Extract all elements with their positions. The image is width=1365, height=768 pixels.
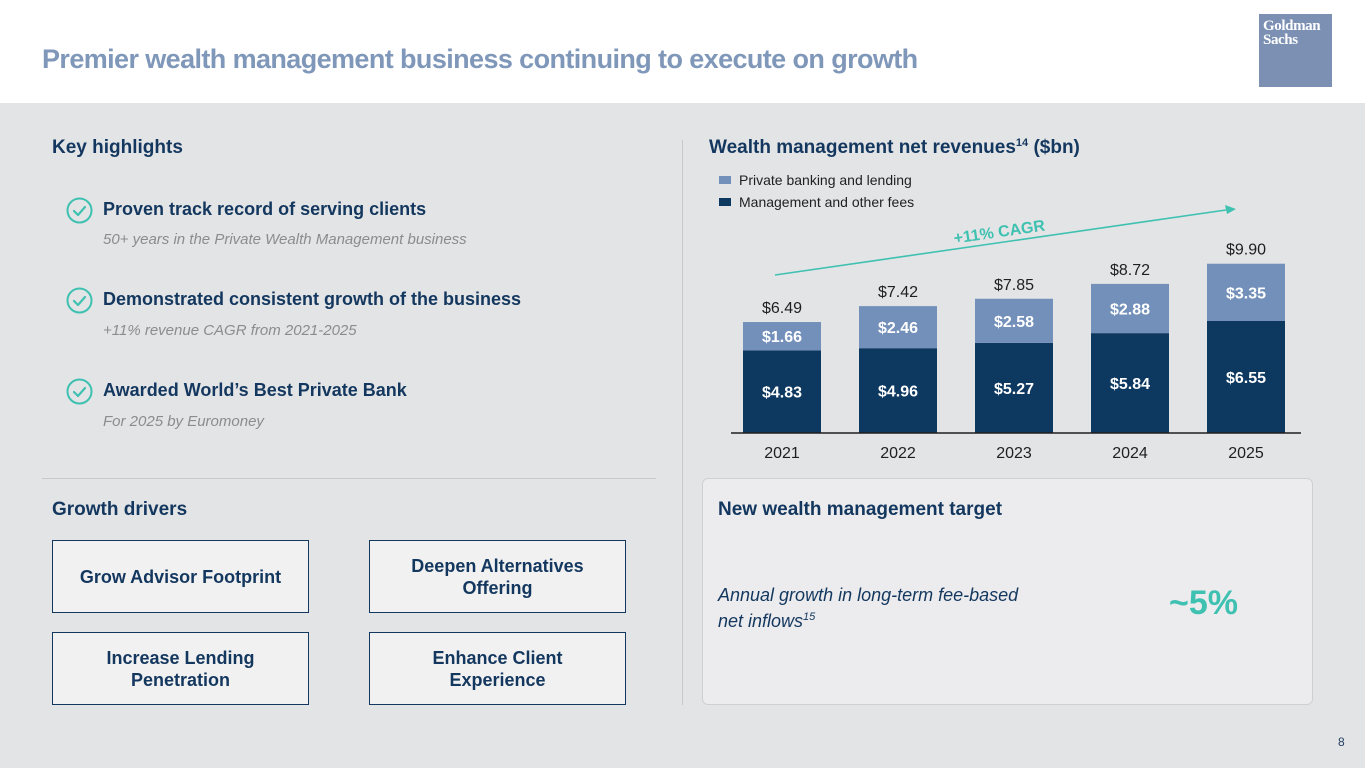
highlight-title: Proven track record of serving clients (103, 199, 427, 219)
bar-management-fees (743, 350, 821, 433)
driver-grow-advisor-footprint: Grow Advisor Footprint (52, 540, 309, 613)
goldman-sachs-logo: Goldman Sachs (1259, 14, 1332, 87)
total-label: $6.49 (762, 300, 802, 317)
bar-private-banking (1207, 263, 1285, 321)
checkmark-circle-icon (66, 378, 93, 405)
bar-management-fees (859, 348, 937, 433)
x-tick-label: 2021 (764, 445, 800, 462)
legend-label: Management and other fees (739, 194, 915, 210)
highlight-subtitle: +11% revenue CAGR from 2021-2025 (103, 322, 357, 339)
bar-private-banking (743, 322, 821, 351)
cagr-arrowhead (1225, 205, 1236, 214)
column-divider (682, 140, 683, 705)
data-label-management-fees: $4.96 (878, 384, 918, 401)
highlight-title: Demonstrated consistent growth of the bu… (103, 289, 522, 309)
total-label: $9.90 (1226, 242, 1266, 259)
legend-item-private-banking: Private banking and lending (719, 172, 912, 188)
highlight-subtitle: 50+ years in the Private Wealth Manageme… (103, 231, 467, 248)
section-divider (42, 478, 656, 479)
highlight-subtitle: For 2025 by Euromoney (103, 413, 264, 430)
total-label: $8.72 (1110, 262, 1150, 279)
target-value: ~5% (1169, 584, 1238, 622)
bar-private-banking (859, 306, 937, 349)
data-label-private-banking: $1.66 (762, 329, 802, 346)
data-label-management-fees: $5.27 (994, 381, 1034, 398)
target-desc-footnote: 15 (803, 611, 816, 623)
growth-drivers-title: Growth drivers (52, 499, 188, 520)
data-label-private-banking: $3.35 (1226, 285, 1266, 302)
x-tick-label: 2023 (996, 445, 1032, 462)
checkmark-circle-icon (66, 197, 93, 224)
logo-line2: Sachs (1263, 32, 1298, 48)
target-desc-line2: net inflows (718, 611, 804, 631)
page-number: 8 (1338, 735, 1345, 749)
logo-line1: Goldman (1263, 18, 1321, 34)
total-label: $7.85 (994, 277, 1034, 294)
data-label-private-banking: $2.46 (878, 320, 918, 337)
total-label: $7.42 (878, 284, 918, 301)
highlight-title: Awarded World’s Best Private Bank (103, 380, 407, 400)
x-tick-label: 2025 (1228, 445, 1264, 462)
key-highlights-title: Key highlights (52, 137, 183, 158)
legend-swatch (719, 198, 731, 206)
target-panel (702, 478, 1313, 705)
target-desc-line1: Annual growth in long-term fee-based (718, 585, 1019, 605)
bar-management-fees (975, 342, 1053, 433)
driver-deepen-alternatives: Deepen Alternatives Offering (369, 540, 626, 613)
driver-enhance-client-experience: Enhance Client Experience (369, 632, 626, 705)
x-tick-label: 2024 (1112, 445, 1148, 462)
checkmark-circle-icon (66, 287, 93, 314)
legend-swatch (719, 176, 731, 184)
data-label-private-banking: $2.58 (994, 314, 1034, 331)
chart-title-unit: ($bn) (1028, 137, 1080, 158)
target-description: Annual growth in long-term fee-based net… (718, 584, 1018, 632)
chart-title-text: Wealth management net revenues (709, 137, 1016, 158)
bar-private-banking (1091, 283, 1169, 334)
x-tick-label: 2022 (880, 445, 916, 462)
target-title: New wealth management target (718, 499, 1003, 520)
chart-title-footnote: 14 (1015, 137, 1029, 149)
legend-item-management-fees: Management and other fees (719, 194, 914, 210)
data-label-management-fees: $4.83 (762, 385, 802, 402)
bar-private-banking (975, 298, 1053, 343)
data-label-management-fees: $5.84 (1110, 376, 1150, 393)
driver-increase-lending: Increase Lending Penetration (52, 632, 309, 705)
bar-management-fees (1091, 333, 1169, 433)
bar-management-fees (1207, 320, 1285, 433)
header-bar (0, 0, 1365, 103)
data-label-management-fees: $6.55 (1226, 370, 1266, 387)
cagr-arrow-line (774, 209, 1227, 276)
page-title: Premier wealth management business conti… (42, 44, 918, 74)
chart-title: Wealth management net revenues14 ($bn) (709, 137, 1080, 159)
cagr-annotation: +11% CAGR (953, 218, 1047, 248)
data-label-private-banking: $2.88 (1110, 302, 1150, 319)
legend-label: Private banking and lending (739, 172, 912, 188)
